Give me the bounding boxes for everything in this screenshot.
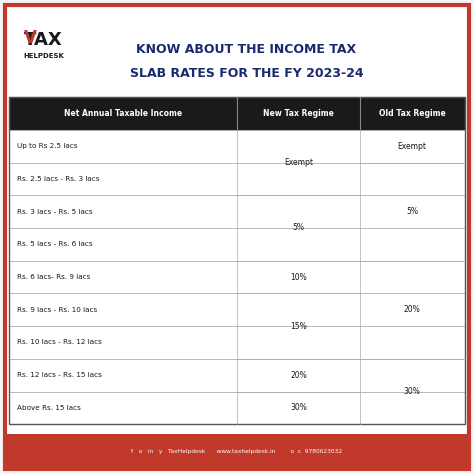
Bar (9, 97, 465, 130)
Text: 30%: 30% (290, 403, 307, 412)
Text: Old Tax Regime: Old Tax Regime (379, 109, 446, 118)
Text: f   o   in   y   TaxHelpdesk      www.taxhelpdesk.in        o  c  9780623032: f o in y TaxHelpdesk www.taxhelpdesk.in … (131, 449, 343, 454)
Text: Rs. 10 lacs - Rs. 12 lacs: Rs. 10 lacs - Rs. 12 lacs (17, 339, 101, 346)
Text: SLAB RATES FOR THE FY 2023-24: SLAB RATES FOR THE FY 2023-24 (130, 67, 363, 80)
Bar (9, 326, 465, 359)
Bar (9, 261, 465, 293)
Text: 20%: 20% (290, 371, 307, 380)
Text: New Tax Regime: New Tax Regime (263, 109, 334, 118)
Text: 5%: 5% (292, 224, 304, 232)
Text: Net Annual Taxable Income: Net Annual Taxable Income (64, 109, 182, 118)
Text: Rs. 12 lacs - Rs. 15 lacs: Rs. 12 lacs - Rs. 15 lacs (17, 372, 101, 378)
Bar (5, 434, 469, 469)
Text: 10%: 10% (290, 273, 307, 282)
Text: Rs. 6 lacs- Rs. 9 lacs: Rs. 6 lacs- Rs. 9 lacs (17, 274, 90, 280)
Text: 15%: 15% (290, 322, 307, 330)
Bar (9, 392, 465, 424)
Text: Up to Rs 2.5 lacs: Up to Rs 2.5 lacs (17, 143, 77, 149)
Text: V: V (24, 29, 37, 47)
Text: 30%: 30% (404, 387, 420, 396)
Bar (9, 293, 465, 326)
Text: Exempt: Exempt (284, 158, 313, 167)
Text: TAX: TAX (24, 31, 63, 49)
Text: KNOW ABOUT THE INCOME TAX: KNOW ABOUT THE INCOME TAX (137, 43, 356, 56)
Bar (9, 163, 465, 195)
Text: Exempt: Exempt (398, 142, 427, 151)
Text: Rs. 9 lacs - Rs. 10 lacs: Rs. 9 lacs - Rs. 10 lacs (17, 307, 97, 313)
Text: Rs. 3 lacs - Rs. 5 lacs: Rs. 3 lacs - Rs. 5 lacs (17, 209, 92, 215)
Bar (9, 130, 465, 163)
Text: Rs. 2.5 lacs - Rs. 3 lacs: Rs. 2.5 lacs - Rs. 3 lacs (17, 176, 99, 182)
Bar (9, 97, 465, 424)
Bar (9, 359, 465, 392)
Text: Rs. 5 lacs - Rs. 6 lacs: Rs. 5 lacs - Rs. 6 lacs (17, 241, 92, 247)
Text: 20%: 20% (404, 305, 420, 314)
Text: 5%: 5% (406, 207, 418, 216)
Bar (9, 228, 465, 261)
Bar (9, 195, 465, 228)
Text: HELPDESK: HELPDESK (24, 53, 64, 59)
Text: Above Rs. 15 lacs: Above Rs. 15 lacs (17, 405, 81, 411)
